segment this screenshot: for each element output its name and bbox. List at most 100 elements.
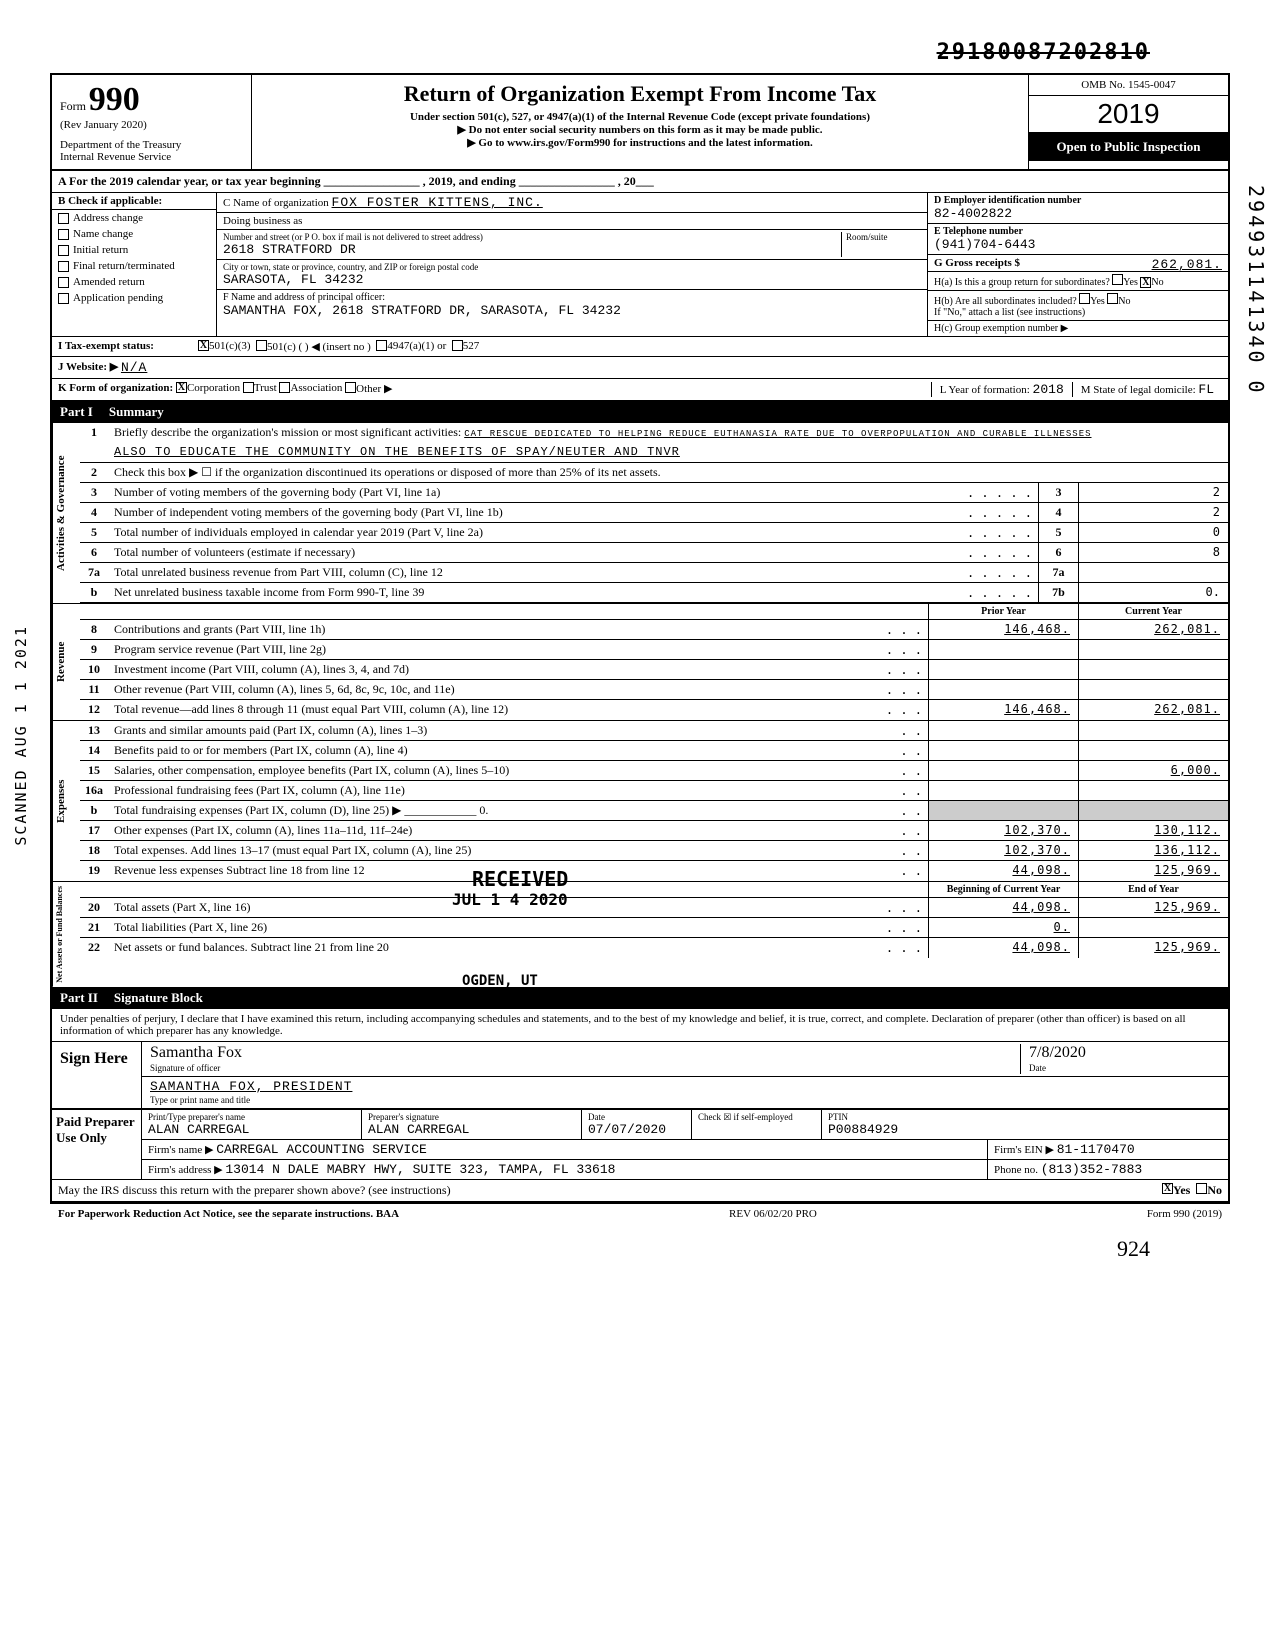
prep-ptin-label: PTIN <box>828 1112 1222 1122</box>
omb-number: OMB No. 1545-0047 <box>1029 75 1228 96</box>
vert-net: Net Assets or Fund Balances <box>52 882 80 987</box>
summary-line-5: 5 Total number of individuals employed i… <box>80 523 1228 543</box>
row-j-label: J Website: ▶ <box>58 360 118 375</box>
line-desc: Total assets (Part X, line 16). . . <box>108 898 928 917</box>
prior-val <box>928 761 1078 780</box>
opt-assoc: Association <box>290 382 342 397</box>
prior-val: 146,468. <box>928 700 1078 720</box>
footer-mid: REV 06/02/20 PRO <box>729 1208 817 1220</box>
expense-line-16a: 16a Professional fundraising fees (Part … <box>80 781 1228 801</box>
part-i-title: Summary <box>109 404 164 420</box>
line-num: 11 <box>80 680 108 699</box>
h-c-row: H(c) Group exemption number ▶ <box>928 321 1228 336</box>
line-num: 17 <box>80 821 108 840</box>
expense-line-14: 14 Benefits paid to or for members (Part… <box>80 741 1228 761</box>
opt-501c3: 501(c)(3) <box>209 340 251 353</box>
revenue-line-11: 11 Other revenue (Part VIII, column (A),… <box>80 680 1228 700</box>
sig-officer-label: Signature of officer <box>150 1063 220 1073</box>
hb-no-chk[interactable] <box>1107 293 1118 304</box>
firm-phone-value: (813)352-7883 <box>1041 1162 1142 1177</box>
line-num: 9 <box>80 640 108 659</box>
line-desc: Revenue less expenses Subtract line 18 f… <box>108 861 928 881</box>
expense-line-b: b Total fundraising expenses (Part IX, c… <box>80 801 1228 821</box>
website-value: N/A <box>121 360 147 375</box>
prior-val <box>928 660 1078 679</box>
curr-val: 136,112. <box>1078 841 1228 860</box>
curr-val: 125,969. <box>1078 938 1228 958</box>
line-num: 6 <box>80 543 108 562</box>
prior-val: 102,370. <box>928 841 1078 860</box>
addr-row: Number and street (or P O. box if mail i… <box>217 230 927 260</box>
prep-name-label: Print/Type preparer's name <box>148 1112 355 1122</box>
expense-line-17: 17 Other expenses (Part IX, column (A), … <box>80 821 1228 841</box>
sig-declaration: Under penalties of perjury, I declare th… <box>52 1009 1228 1041</box>
prep-self-employed: Check ☒ if self-employed <box>692 1110 822 1139</box>
summary-line-b: b Net unrelated business taxable income … <box>80 583 1228 603</box>
ha-yes-chk[interactable] <box>1112 274 1123 285</box>
firm-ein-label: Firm's EIN ▶ <box>994 1144 1054 1156</box>
discuss-yes-chk[interactable] <box>1162 1183 1173 1194</box>
chk-amended-return[interactable]: Amended return <box>52 274 216 290</box>
dept-treasury: Department of the Treasury <box>60 139 243 151</box>
hb-yes-chk[interactable] <box>1079 293 1090 304</box>
stamp-number: 29180087202810 <box>50 40 1230 65</box>
line-desc: Benefits paid to or for members (Part IX… <box>108 741 928 760</box>
open-public: Open to Public Inspection <box>1029 133 1228 161</box>
lbl-application-pending: Application pending <box>73 292 163 304</box>
part-ii-label: Part II <box>60 990 98 1006</box>
line-num: b <box>80 801 108 820</box>
chk-other[interactable] <box>345 382 356 393</box>
prep-name-value: ALAN CARREGAL <box>148 1122 355 1137</box>
line-num: 14 <box>80 741 108 760</box>
prep-ptin-value: P00884929 <box>828 1122 1222 1137</box>
chk-name-change[interactable]: Name change <box>52 226 216 242</box>
chk-final-return[interactable]: Final return/terminated <box>52 258 216 274</box>
line-desc: Program service revenue (Part VIII, line… <box>108 640 928 659</box>
section-net-assets: Net Assets or Fund Balances Beginning of… <box>52 882 1228 987</box>
section-expenses: Expenses 13 Grants and similar amounts p… <box>52 721 1228 882</box>
chk-501c[interactable] <box>256 340 267 351</box>
firm-addr-value: 13014 N DALE MABRY HWY, SUITE 323, TAMPA… <box>225 1162 615 1177</box>
chk-initial-return[interactable]: Initial return <box>52 242 216 258</box>
chk-corporation[interactable] <box>176 382 187 393</box>
chk-trust[interactable] <box>243 382 254 393</box>
line-desc: Total unrelated business revenue from Pa… <box>108 563 1038 582</box>
gross-receipts-row: G Gross receipts $ 262,081. <box>928 255 1228 272</box>
col-prior-year: Prior Year <box>928 604 1078 619</box>
curr-val <box>1078 721 1228 740</box>
ha-no-chk[interactable] <box>1140 277 1151 288</box>
discuss-no-chk[interactable] <box>1196 1183 1207 1194</box>
summary-line-4: 4 Number of independent voting members o… <box>80 503 1228 523</box>
line-desc: Total fundraising expenses (Part IX, col… <box>108 801 928 820</box>
chk-4947[interactable] <box>376 340 387 351</box>
chk-application-pending[interactable]: Application pending <box>52 290 216 306</box>
firm-phone-label: Phone no. <box>994 1164 1038 1176</box>
curr-val: 6,000. <box>1078 761 1228 780</box>
summary-line-3: 3 Number of voting members of the govern… <box>80 483 1228 503</box>
discuss-row: May the IRS discuss this return with the… <box>52 1179 1228 1202</box>
lbl-amended-return: Amended return <box>73 276 145 288</box>
summary-line-7a: 7a Total unrelated business revenue from… <box>80 563 1228 583</box>
hb-label: H(b) Are all subordinates included? <box>934 296 1077 307</box>
expense-line-15: 15 Salaries, other compensation, employe… <box>80 761 1228 781</box>
sig-date-value: 7/8/2020 <box>1029 1044 1086 1061</box>
row-i-label: I Tax-exempt status: <box>58 340 198 353</box>
curr-val <box>1078 640 1228 659</box>
curr-val <box>1078 801 1228 820</box>
lbl-final-return: Final return/terminated <box>73 260 175 272</box>
form-note2: ▶ Go to www.irs.gov/Form990 for instruct… <box>264 136 1016 149</box>
chk-address-change[interactable]: Address change <box>52 210 216 226</box>
curr-val: 262,081. <box>1078 700 1228 720</box>
chk-association[interactable] <box>279 382 290 393</box>
firm-name-label: Firm's name ▶ <box>148 1144 213 1156</box>
part-ii-header: Part II Signature Block <box>52 987 1228 1009</box>
ein-value: 82-4002822 <box>934 206 1222 221</box>
line-desc: Total number of volunteers (estimate if … <box>108 543 1038 562</box>
net-line-20: 20 Total assets (Part X, line 16). . . 4… <box>80 898 1228 918</box>
chk-527[interactable] <box>452 340 463 351</box>
prior-val: 102,370. <box>928 821 1078 840</box>
chk-501c3[interactable] <box>198 340 209 351</box>
officer-signature[interactable]: Samantha Fox <box>150 1044 242 1061</box>
discuss-question: May the IRS discuss this return with the… <box>58 1183 1162 1198</box>
gross-value: 262,081. <box>1152 257 1222 272</box>
